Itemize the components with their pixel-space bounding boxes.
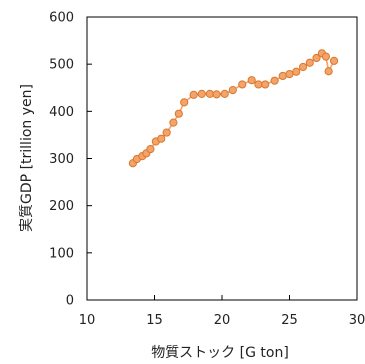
x-tick-label: 10: [79, 313, 96, 328]
data-point: [292, 67, 301, 76]
data-point: [197, 89, 206, 98]
data-point: [324, 67, 333, 76]
data-point: [247, 76, 256, 85]
x-tick-label: 30: [349, 313, 365, 328]
data-point: [321, 52, 331, 61]
axes: 0 100 200 300 400 500 600 10 15 20 25 30: [49, 11, 365, 329]
data-point: [329, 56, 339, 65]
data-point: [189, 90, 198, 99]
data-point: [298, 62, 308, 72]
data-point: [228, 86, 237, 95]
y-tick-label: 0: [66, 294, 74, 309]
data-point: [312, 53, 321, 63]
data-point: [146, 144, 155, 154]
data-point: [162, 128, 171, 137]
x-tick-label: 15: [146, 313, 163, 328]
data-point: [238, 80, 247, 89]
y-tick-label: 500: [49, 58, 74, 73]
data-point: [305, 58, 314, 67]
data-point: [212, 90, 221, 99]
data-point: [220, 89, 229, 98]
data-point: [270, 76, 279, 85]
data-point: [205, 89, 214, 98]
y-tick-label: 100: [49, 246, 74, 261]
data-point: [285, 69, 294, 79]
data-point: [157, 134, 166, 143]
data-point: [254, 80, 263, 89]
y-tick-label: 600: [49, 11, 74, 26]
x-axis-title: 物質ストック [G ton]: [151, 345, 289, 361]
data-point: [174, 109, 183, 118]
data-point: [278, 71, 287, 81]
x-tick-label: 25: [281, 313, 298, 328]
data-point: [261, 80, 270, 89]
data-point: [169, 118, 178, 127]
y-axis-title: 実質GDP [trillion yen]: [19, 84, 35, 232]
data-point: [180, 98, 189, 107]
series: [128, 49, 339, 168]
y-tick-label: 400: [49, 105, 74, 120]
x-tick-label: 20: [214, 313, 231, 328]
y-tick-label: 300: [49, 152, 74, 167]
y-tick-label: 200: [49, 199, 74, 214]
